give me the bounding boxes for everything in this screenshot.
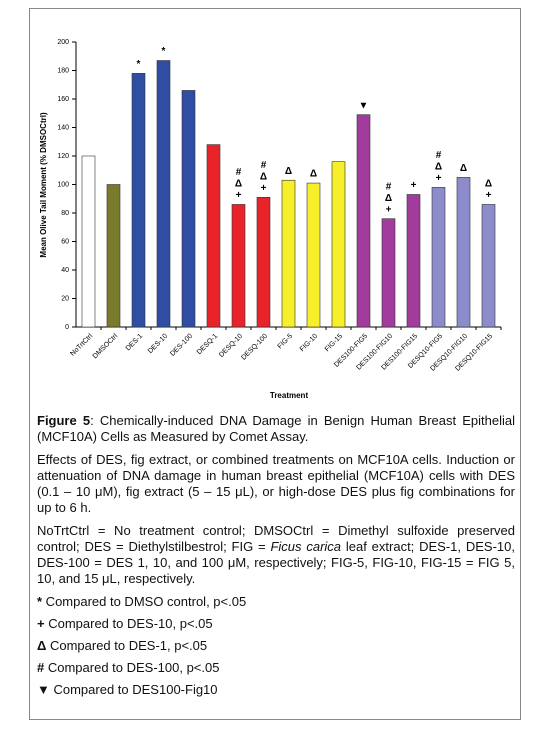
caption-text: NoTrtCtrl = No treatment control; DMSOCt… — [37, 523, 515, 554]
significance-marker: # — [236, 167, 242, 178]
significance-note: ▼ Compared to DES100-Fig10 — [37, 682, 515, 698]
bar — [406, 194, 421, 328]
caption-title: Figure 5: Chemically-induced DNA Damage … — [37, 413, 515, 445]
significance-marker: Δ — [310, 169, 317, 180]
significance-marker: # — [386, 181, 392, 192]
significance-note: + Compared to DES-10, p<.05 — [37, 616, 515, 632]
y-tick-label: 80 — [61, 210, 69, 217]
significance-marker: Δ — [235, 179, 242, 190]
y-tick-label: 160 — [57, 96, 69, 103]
caption-paragraph: Effects of DES, fig extract, or combined… — [37, 452, 515, 516]
note-symbol: + — [37, 616, 45, 631]
y-tick-label: 180 — [57, 67, 69, 74]
note-symbol: ▼ — [37, 682, 50, 697]
note-text: Compared to DMSO control, p<.05 — [42, 594, 247, 609]
significance-note: * Compared to DMSO control, p<.05 — [37, 594, 515, 610]
note-text: Compared to DES-1, p<.05 — [46, 638, 208, 653]
x-tick-label: DESQ-1 — [196, 333, 219, 356]
significance-marker: Δ — [385, 193, 392, 204]
bar — [281, 179, 296, 328]
x-tick-label: DES-100 — [169, 333, 194, 358]
caption: Figure 5: Chemically-induced DNA Damage … — [37, 413, 515, 704]
significance-note: # Compared to DES-100, p<.05 — [37, 660, 515, 676]
note-symbol: Δ — [37, 638, 47, 653]
bar — [356, 114, 371, 328]
bar — [206, 144, 221, 328]
y-tick-label: 40 — [61, 267, 69, 274]
figure-frame — [29, 8, 521, 720]
caption-paragraph: NoTrtCtrl = No treatment control; DMSOCt… — [37, 523, 515, 587]
significance-marker: * — [137, 59, 141, 70]
y-tick-label: 100 — [57, 181, 69, 188]
note-text: Compared to DES-100, p<.05 — [44, 660, 220, 675]
caption-text: Ficus carica — [270, 539, 342, 554]
bar — [156, 60, 171, 328]
significance-marker: # — [261, 160, 267, 171]
caption-text: Effects of DES, fig extract, or combined… — [37, 452, 515, 515]
x-tick-label: FIG-10 — [299, 333, 319, 353]
bar — [181, 90, 196, 328]
bar — [131, 73, 146, 328]
note-symbol: * — [37, 594, 43, 609]
bar — [306, 182, 321, 328]
y-axis-title: Mean Olive Tail Moment (% DMSOCtrl) — [39, 112, 48, 258]
x-tick-label: DES-10 — [147, 333, 169, 355]
bar — [256, 197, 271, 328]
note-text: Compared to DES-10, p<.05 — [44, 616, 213, 631]
significance-marker: + — [486, 190, 492, 201]
x-tick-label: DES-1 — [125, 333, 145, 353]
bar — [456, 177, 471, 328]
caption-text: leaf extract; DES-1, DES-10, DES-100 = D… — [37, 539, 515, 586]
bar — [81, 155, 96, 328]
significance-note: Δ Compared to DES-1, p<.05 — [37, 638, 515, 654]
caption-title-text: : Chemically-induced DNA Damage in Benig… — [37, 413, 515, 444]
x-tick-label: DESQ-100 — [240, 333, 269, 362]
significance-marker: * — [162, 46, 166, 57]
significance-marker: + — [386, 204, 392, 215]
y-tick-label: 140 — [57, 124, 69, 131]
chart: Mean Olive Tail Moment (% DMSOCtrl) Trea… — [39, 39, 502, 400]
y-tick-label: 120 — [57, 153, 69, 160]
significance-marker: Δ — [285, 166, 292, 177]
significance-marker: Δ — [260, 171, 267, 182]
bar — [231, 204, 246, 328]
figure-label: Figure 5 — [37, 413, 91, 428]
bar — [331, 161, 346, 328]
y-tick-label: 200 — [57, 39, 69, 46]
x-tick-label: NoTrtCtrl — [69, 332, 94, 357]
x-tick-label: FIG-15 — [324, 333, 344, 353]
significance-marker: Δ — [485, 179, 492, 190]
significance-marker: + — [236, 190, 242, 201]
bar — [381, 218, 396, 328]
significance-marker: Δ — [435, 161, 442, 172]
y-tick-label: 60 — [61, 238, 69, 245]
x-tick-label: DESQ-10 — [218, 333, 244, 359]
y-tick-label: 0 — [65, 324, 69, 331]
bar — [106, 184, 121, 328]
note-symbol: # — [37, 660, 45, 675]
x-axis-title: Treatment — [270, 391, 309, 400]
significance-marker: # — [436, 150, 442, 161]
note-text: Compared to DES100-Fig10 — [49, 682, 218, 697]
bar — [481, 204, 496, 328]
significance-marker: + — [261, 183, 267, 194]
significance-marker: Δ — [460, 163, 467, 174]
bar — [431, 187, 446, 328]
y-tick-label: 20 — [61, 295, 69, 302]
significance-marker: + — [411, 180, 417, 191]
x-tick-label: DMSOCtrl — [92, 332, 120, 360]
x-tick-label: FIG-5 — [277, 333, 295, 351]
significance-marker: + — [436, 173, 442, 184]
significance-marker: ▼ — [359, 100, 369, 111]
